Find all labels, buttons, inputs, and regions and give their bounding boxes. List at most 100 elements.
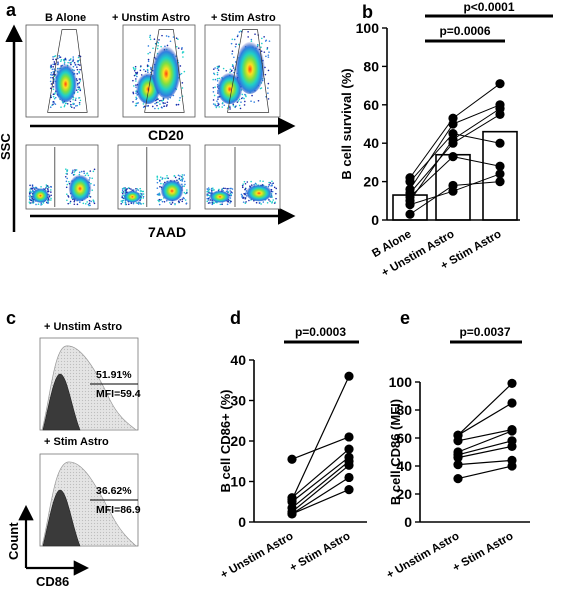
dot-plot-event [139,190,142,192]
dot-plot-event [78,70,80,73]
dot-plot-event [76,73,79,75]
density-hotspot [151,43,181,99]
y-tick-label: 40 [230,352,246,368]
data-point [453,474,463,484]
dot-plot-event [231,65,234,67]
dot-plot-event [214,86,216,89]
dot-plot-event [172,36,175,38]
dot-plot-event [65,186,68,189]
dot-plot-event [158,99,161,102]
dot-plot-event [167,35,170,38]
dot-plot-event [92,170,95,173]
paired-line [291,489,350,515]
dot-plot-event [238,104,241,107]
dot-plot-event [266,47,269,49]
paired-line [291,460,350,509]
dot-plot-event [211,203,214,206]
dot-plot-event [164,177,166,180]
dot-plot-event [132,68,135,70]
data-point [507,436,517,446]
dot-plot-event [86,201,88,203]
dot-plot-event [153,38,156,41]
dot-plot-event [132,85,135,87]
dot-plot-event [231,64,234,66]
dot-plot-event [52,93,55,96]
paired-line [457,402,513,436]
dot-plot-event [206,190,209,193]
dot-plot-event [134,68,136,71]
dot-plot-event [50,194,52,197]
dot-plot-event [32,186,35,189]
dot-plot-event [159,194,161,196]
dot-plot-event [149,51,151,54]
dot-plot-event [132,79,134,82]
dot-plot-event [75,169,78,171]
dot-plot-event [29,184,31,187]
dot-plot-event [50,71,53,74]
mfi-label: MFI=86.9 [96,504,141,516]
dot-plot-event [207,202,210,204]
dot-plot-event [68,180,70,183]
dot-plot-event [181,200,184,203]
dot-plot-event [268,184,270,186]
dot-plot-event [244,197,247,199]
dot-plot-event [31,188,34,190]
p-value-label: p=0.0037 [459,325,510,339]
dot-plot-event [241,195,243,198]
histograms: 51.91% MFI=59.4 36.62% MFI=86.9 [39,337,141,547]
dot-plot-event [260,87,263,89]
dot-plot-event [74,64,77,66]
dot-plot-event [135,78,137,80]
dot-plot-event [265,55,267,58]
dot-plot-event [65,102,67,105]
dot-plot-event [162,98,165,100]
dot-plot-event [120,200,123,202]
dot-plot-event [140,203,142,205]
7aad-axis-label: 7AAD [148,224,186,240]
dot-plot-event [225,69,228,72]
dot-plot-event [60,58,63,61]
dot-plot-event [40,202,43,205]
column-label-stim: + Stim Astro [211,12,276,24]
dot-plot-event [149,36,151,39]
y-tick-label: 0 [371,212,379,228]
dot-plot-event [121,195,124,197]
cd20-gate [47,29,88,113]
dot-plot-event [147,60,150,63]
cd20-axis-label: CD20 [148,127,184,143]
dot-plot-event [40,186,42,188]
dot-plot-event [246,181,249,183]
dot-plot-event [89,177,91,179]
dot-plot-event [154,102,156,105]
dot-plot-event [162,102,164,104]
dot-plot-event [156,104,158,107]
dot-plot-event [135,92,137,95]
dot-plot-event [231,53,233,55]
dot-plot-event [150,66,152,69]
dot-plot-event [57,62,59,65]
dot-plot-event [268,40,271,42]
y-tick-label: 30 [230,393,246,409]
dot-plot-event [50,189,52,191]
dot-plot-event [163,105,166,107]
dot-plot-event [57,57,59,60]
dot-plot-event [53,102,56,104]
y-tick-label: 20 [230,433,246,449]
dot-plot-event [241,96,244,99]
dot-plot-event [212,187,214,189]
dot-plot-event [74,169,76,171]
dot-plot-event [66,177,68,180]
dot-plot-event [232,67,235,69]
dot-plot-event [135,96,137,99]
dot-plot-event [142,193,145,195]
dot-plot-event [272,182,274,185]
dot-plot-event [127,187,130,189]
dot-plot-event [88,195,91,198]
dot-plot-event [32,202,34,204]
dot-plot-event [78,171,81,174]
dot-plot-event [69,100,72,103]
panel-letter-a: a [6,0,17,20]
y-tick-label: 20 [363,174,379,190]
density-hotspot [54,61,78,103]
dot-plot-event [229,68,232,71]
